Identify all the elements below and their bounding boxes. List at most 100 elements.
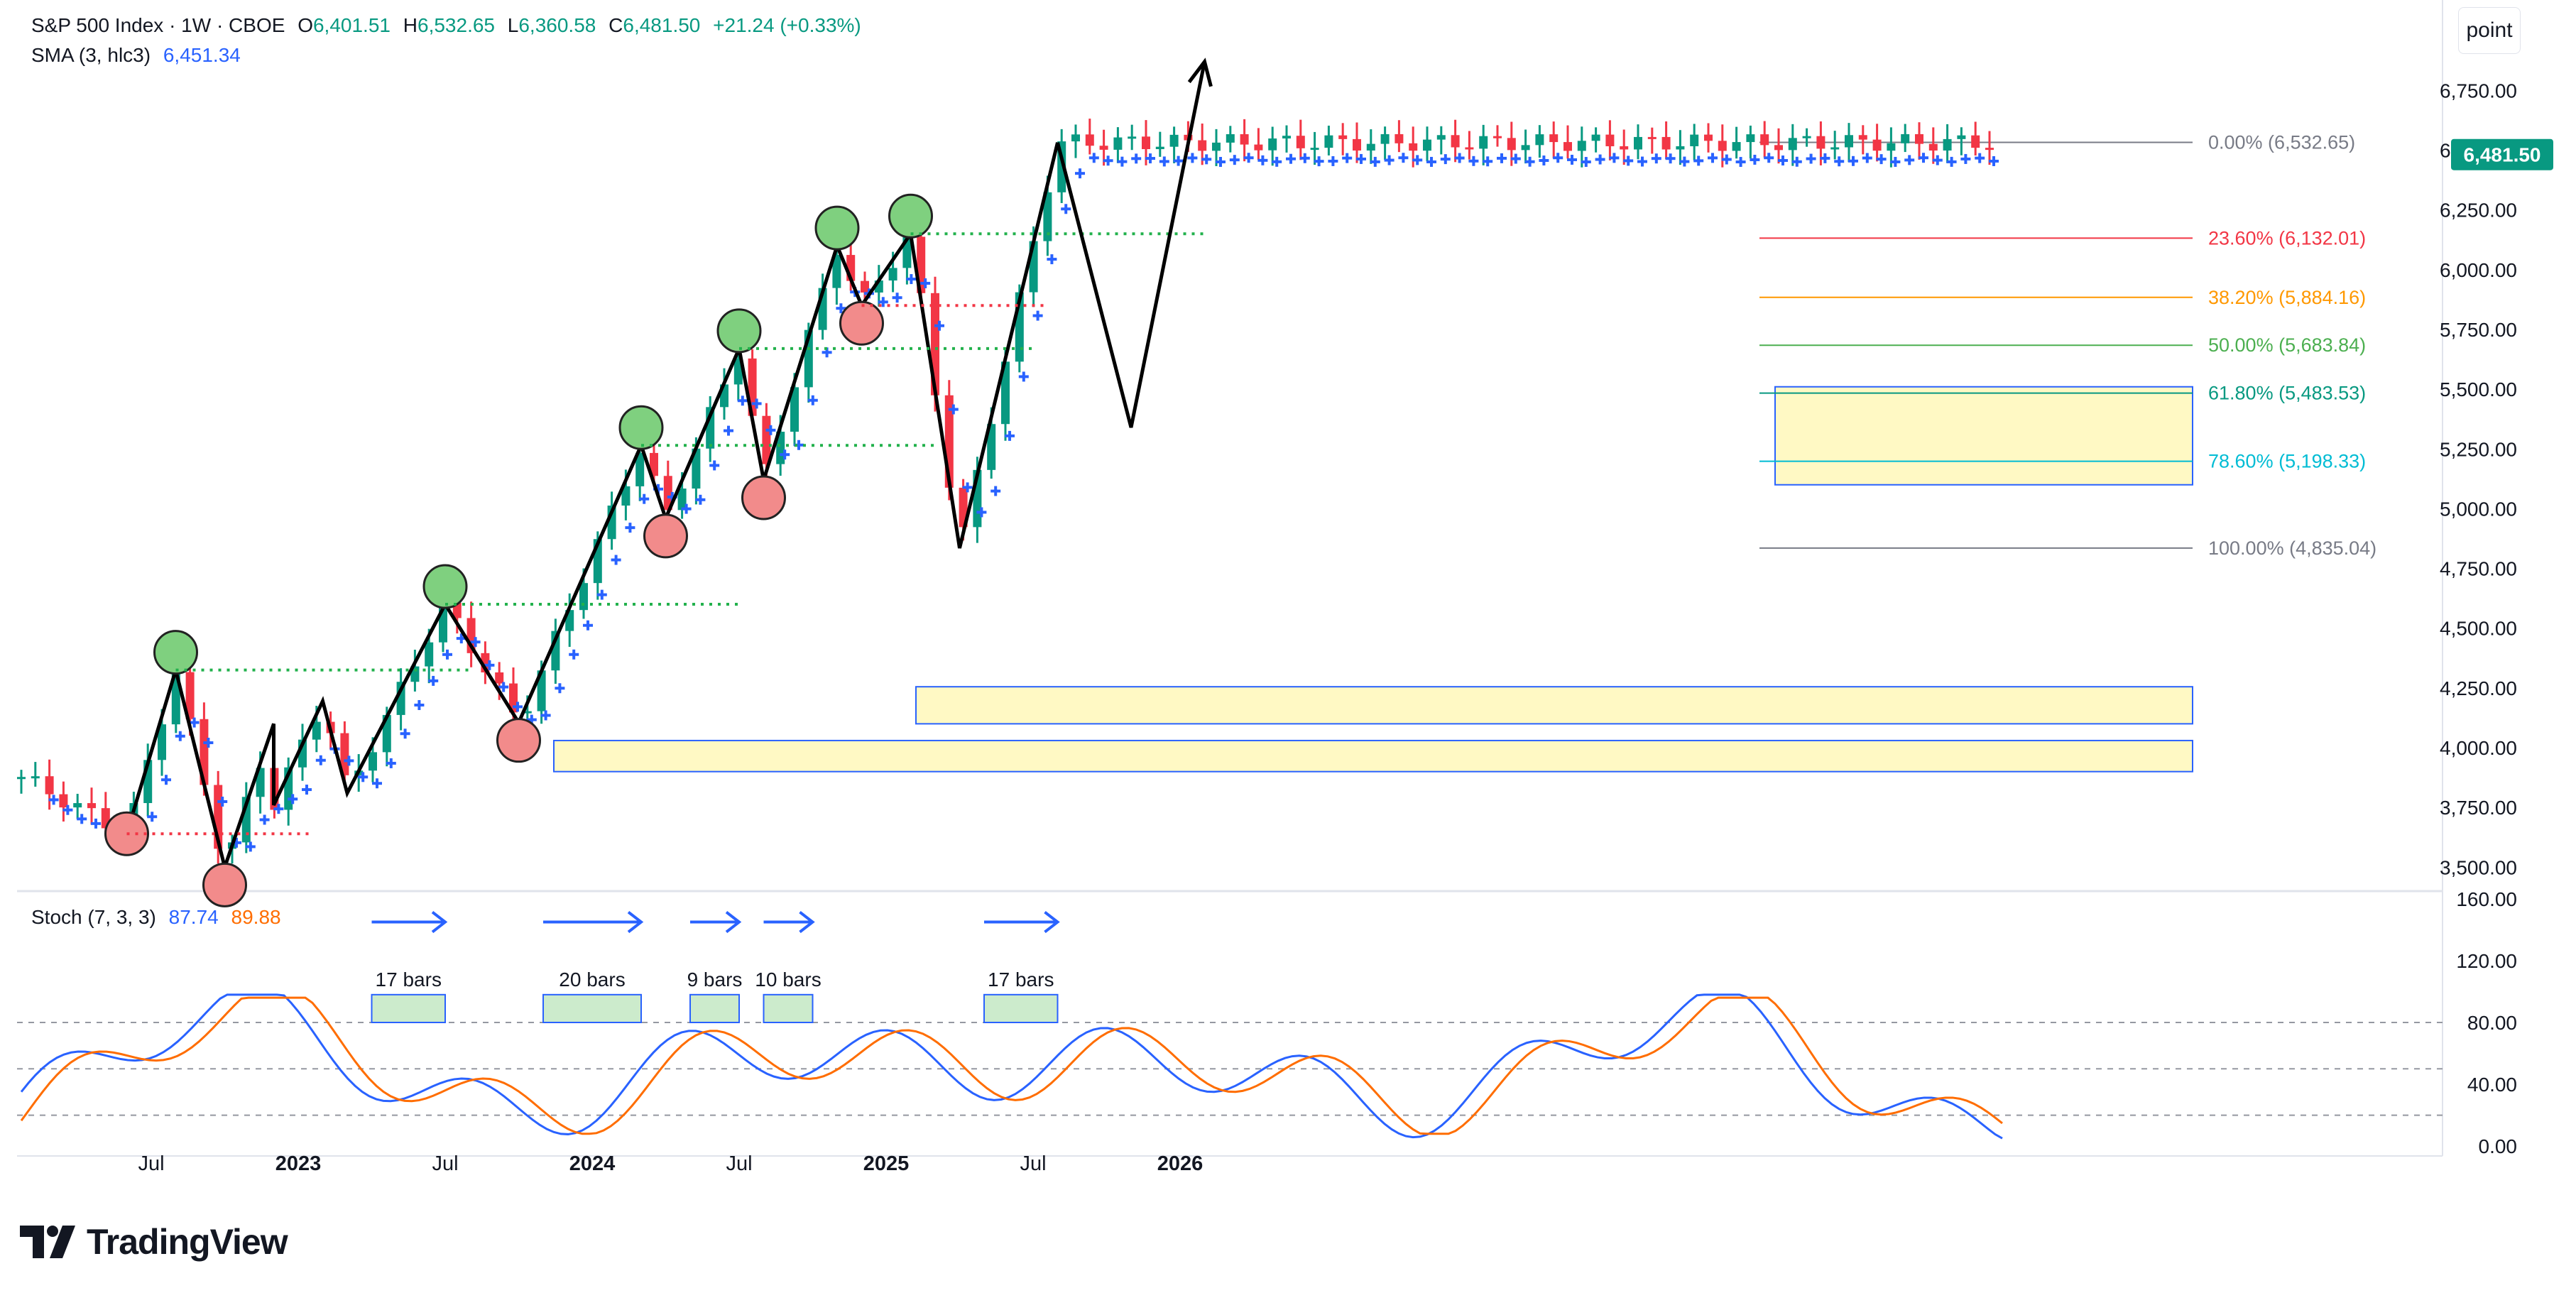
candle[interactable]: [1085, 119, 1094, 155]
candle[interactable]: [1240, 119, 1249, 162]
candle[interactable]: [1746, 125, 1755, 158]
candle[interactable]: [1113, 127, 1123, 163]
candle[interactable]: [87, 787, 96, 825]
sma-legend[interactable]: SMA (3, hlc3) 6,451.34: [31, 44, 248, 67]
sma-point: [259, 814, 270, 825]
candle[interactable]: [1338, 123, 1348, 156]
candle[interactable]: [1212, 129, 1221, 166]
swing-high-marker[interactable]: [618, 405, 664, 450]
stoch-legend[interactable]: Stoch (7, 3, 3) 87.74 89.88: [31, 906, 288, 929]
candle[interactable]: [1324, 125, 1333, 156]
candle[interactable]: [1620, 129, 1629, 165]
candle[interactable]: [1943, 124, 1952, 163]
candle[interactable]: [1605, 120, 1615, 160]
candle[interactable]: [45, 759, 54, 810]
swing-low-marker[interactable]: [643, 513, 688, 559]
sma-point: [920, 278, 931, 288]
candle[interactable]: [1985, 131, 1994, 165]
swing-low-marker[interactable]: [496, 718, 541, 763]
candle[interactable]: [1661, 121, 1671, 160]
overbought-box[interactable]: [371, 993, 446, 1023]
candle[interactable]: [1395, 120, 1404, 153]
candle-body: [1423, 139, 1431, 151]
candle[interactable]: [1957, 127, 1966, 156]
projection-path[interactable]: [1056, 61, 1206, 428]
candle[interactable]: [1830, 131, 1840, 160]
candle[interactable]: [1128, 124, 1137, 151]
swing-high-marker[interactable]: [888, 193, 933, 239]
candle[interactable]: [1436, 126, 1446, 155]
overbought-box[interactable]: [763, 993, 814, 1023]
candle[interactable]: [1155, 131, 1164, 157]
candle[interactable]: [1226, 126, 1235, 153]
candle[interactable]: [1380, 126, 1390, 160]
support-zone[interactable]: [1774, 386, 2193, 486]
candle[interactable]: [31, 762, 40, 787]
candle[interactable]: [1971, 121, 1980, 156]
candle[interactable]: [1774, 128, 1783, 164]
candle[interactable]: [466, 601, 476, 667]
sma-point: [1075, 168, 1085, 179]
candle[interactable]: [1928, 127, 1938, 164]
candle[interactable]: [1591, 127, 1600, 153]
candle[interactable]: [1563, 125, 1572, 159]
candle[interactable]: [1353, 122, 1361, 163]
candle[interactable]: [1732, 126, 1741, 159]
support-zone[interactable]: [553, 739, 2193, 773]
support-zone[interactable]: [915, 686, 2193, 725]
swing-low-marker[interactable]: [202, 862, 247, 907]
candle[interactable]: [1690, 124, 1699, 160]
candle[interactable]: [1704, 123, 1713, 153]
swing-high-marker[interactable]: [422, 564, 468, 609]
candle-body: [1788, 138, 1797, 151]
candle[interactable]: [1802, 128, 1811, 147]
candle[interactable]: [17, 770, 26, 794]
candle[interactable]: [340, 721, 349, 783]
sma-point: [484, 660, 495, 670]
candle[interactable]: [1676, 130, 1685, 165]
candle[interactable]: [1451, 119, 1460, 163]
tradingview-logo[interactable]: TradingView: [20, 1221, 288, 1262]
candle[interactable]: [1760, 121, 1769, 158]
candle[interactable]: [1310, 131, 1319, 165]
candle[interactable]: [1254, 128, 1263, 160]
overbought-box[interactable]: [983, 993, 1059, 1023]
candle[interactable]: [1493, 125, 1502, 147]
candle[interactable]: [1549, 121, 1559, 158]
candle[interactable]: [1858, 125, 1867, 155]
symbol-title[interactable]: S&P 500 Index · 1W · CBOE: [31, 14, 285, 36]
candle[interactable]: [1296, 119, 1305, 160]
candle[interactable]: [1169, 126, 1179, 163]
candle[interactable]: [1071, 124, 1080, 158]
candle[interactable]: [1479, 124, 1488, 165]
candle[interactable]: [59, 781, 68, 822]
candle[interactable]: [1535, 125, 1544, 158]
swing-zigzag-line[interactable]: [125, 142, 1059, 874]
candle[interactable]: [1521, 129, 1530, 164]
candle[interactable]: [1465, 131, 1474, 160]
candle[interactable]: [396, 668, 405, 731]
overbought-box[interactable]: [542, 993, 642, 1023]
candle[interactable]: [1634, 124, 1642, 160]
overbought-box[interactable]: [689, 993, 740, 1023]
candle[interactable]: [1268, 126, 1277, 166]
candle[interactable]: [1366, 129, 1375, 164]
price-unit-button[interactable]: point: [2458, 7, 2521, 54]
swing-high-marker[interactable]: [814, 205, 860, 251]
candle[interactable]: [1845, 123, 1853, 163]
stoch-tick-label: 0.00: [2479, 1135, 2518, 1157]
swing-low-marker[interactable]: [839, 300, 884, 346]
candle[interactable]: [1282, 125, 1291, 153]
candle[interactable]: [73, 793, 82, 819]
candle[interactable]: [1915, 122, 1923, 160]
candle[interactable]: [1647, 127, 1657, 154]
candle[interactable]: [1872, 124, 1882, 162]
candle[interactable]: [1788, 124, 1797, 166]
bar-count-label: 20 bars: [559, 969, 625, 991]
candle[interactable]: [1423, 126, 1431, 162]
candle[interactable]: [1901, 124, 1910, 153]
swing-low-marker[interactable]: [741, 475, 786, 520]
swing-high-marker[interactable]: [153, 630, 198, 675]
swing-high-marker[interactable]: [716, 308, 762, 354]
